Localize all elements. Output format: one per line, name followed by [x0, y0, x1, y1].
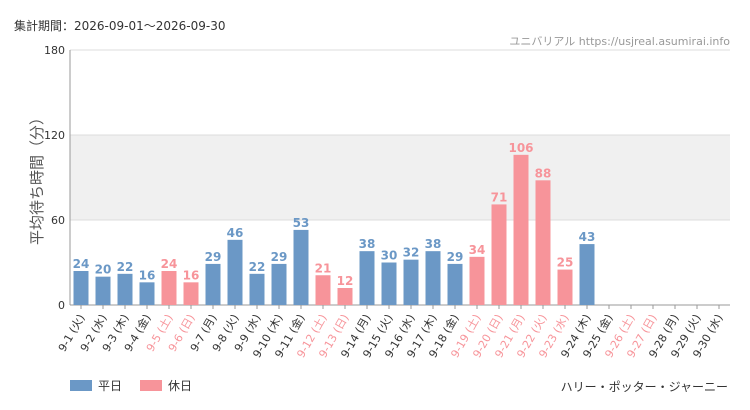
bar-value-label: 25 [557, 256, 574, 270]
bar [491, 204, 507, 305]
legend-label-weekday: 平日 [98, 379, 123, 393]
bar [381, 262, 397, 305]
bar [337, 288, 353, 305]
site-credit: ユニバリアル https://usjreal.asumirai.info [509, 35, 730, 48]
bar-value-label: 16 [183, 268, 200, 282]
bar-value-label: 30 [381, 249, 398, 263]
bar-value-label: 71 [491, 190, 508, 204]
bar [447, 263, 463, 305]
bar-value-label: 12 [337, 274, 354, 288]
legend-item-weekday: 平日 [70, 377, 122, 394]
bar-value-label: 34 [469, 243, 486, 257]
bar-value-label: 22 [117, 260, 134, 274]
bar-value-label: 46 [227, 226, 244, 240]
bar [469, 256, 485, 305]
bar-value-label: 29 [447, 250, 464, 264]
bar [249, 273, 265, 305]
bar-value-label: 53 [293, 216, 310, 230]
bar-value-label: 24 [73, 257, 90, 271]
bar [227, 239, 243, 305]
legend-swatch-holiday [140, 380, 163, 391]
bar-value-label: 20 [95, 263, 112, 277]
legend-swatch-weekday [70, 380, 92, 391]
bar-value-label: 38 [359, 237, 376, 251]
bar [205, 263, 221, 305]
bar-value-label: 29 [205, 250, 222, 264]
bar [315, 275, 331, 305]
bar [293, 229, 309, 305]
collection-period: 集計期間：2026-09-01～2026-09-30 [14, 19, 226, 33]
y-tick-label: 180 [44, 44, 65, 57]
bar-value-label: 43 [579, 230, 596, 244]
bar-value-label: 22 [249, 260, 266, 274]
bar-value-label: 21 [315, 261, 332, 275]
bar [183, 282, 199, 305]
bar [403, 259, 419, 305]
bar-value-label: 32 [403, 246, 420, 260]
bar-value-label: 16 [139, 268, 156, 282]
bar [161, 271, 177, 305]
legend-item-holiday: 休日 [140, 377, 192, 394]
y-tick-label: 0 [58, 299, 65, 312]
bar-value-label: 38 [425, 237, 442, 251]
bar-value-label: 24 [161, 257, 178, 271]
chart-legend: 平日 休日 [70, 377, 192, 394]
y-tick-label: 60 [51, 214, 65, 227]
legend-label-holiday: 休日 [168, 379, 193, 393]
bar-value-label: 106 [508, 141, 533, 155]
background-band [70, 135, 730, 220]
bar [535, 180, 551, 305]
bar [513, 154, 529, 305]
bar [579, 244, 595, 305]
attraction-name: ハリー・ポッター・ジャーニー [560, 380, 728, 394]
bar-value-label: 88 [535, 166, 552, 180]
y-axis-title: 平均待ち時間（分） [28, 110, 46, 245]
bar [73, 271, 89, 305]
bar [425, 251, 441, 305]
bar [271, 263, 287, 305]
y-tick-label: 120 [44, 129, 65, 142]
bar [139, 282, 155, 305]
bar [95, 276, 111, 305]
bar-value-label: 29 [271, 250, 288, 264]
bar [117, 273, 133, 305]
bar [359, 251, 375, 305]
bar [557, 269, 573, 305]
